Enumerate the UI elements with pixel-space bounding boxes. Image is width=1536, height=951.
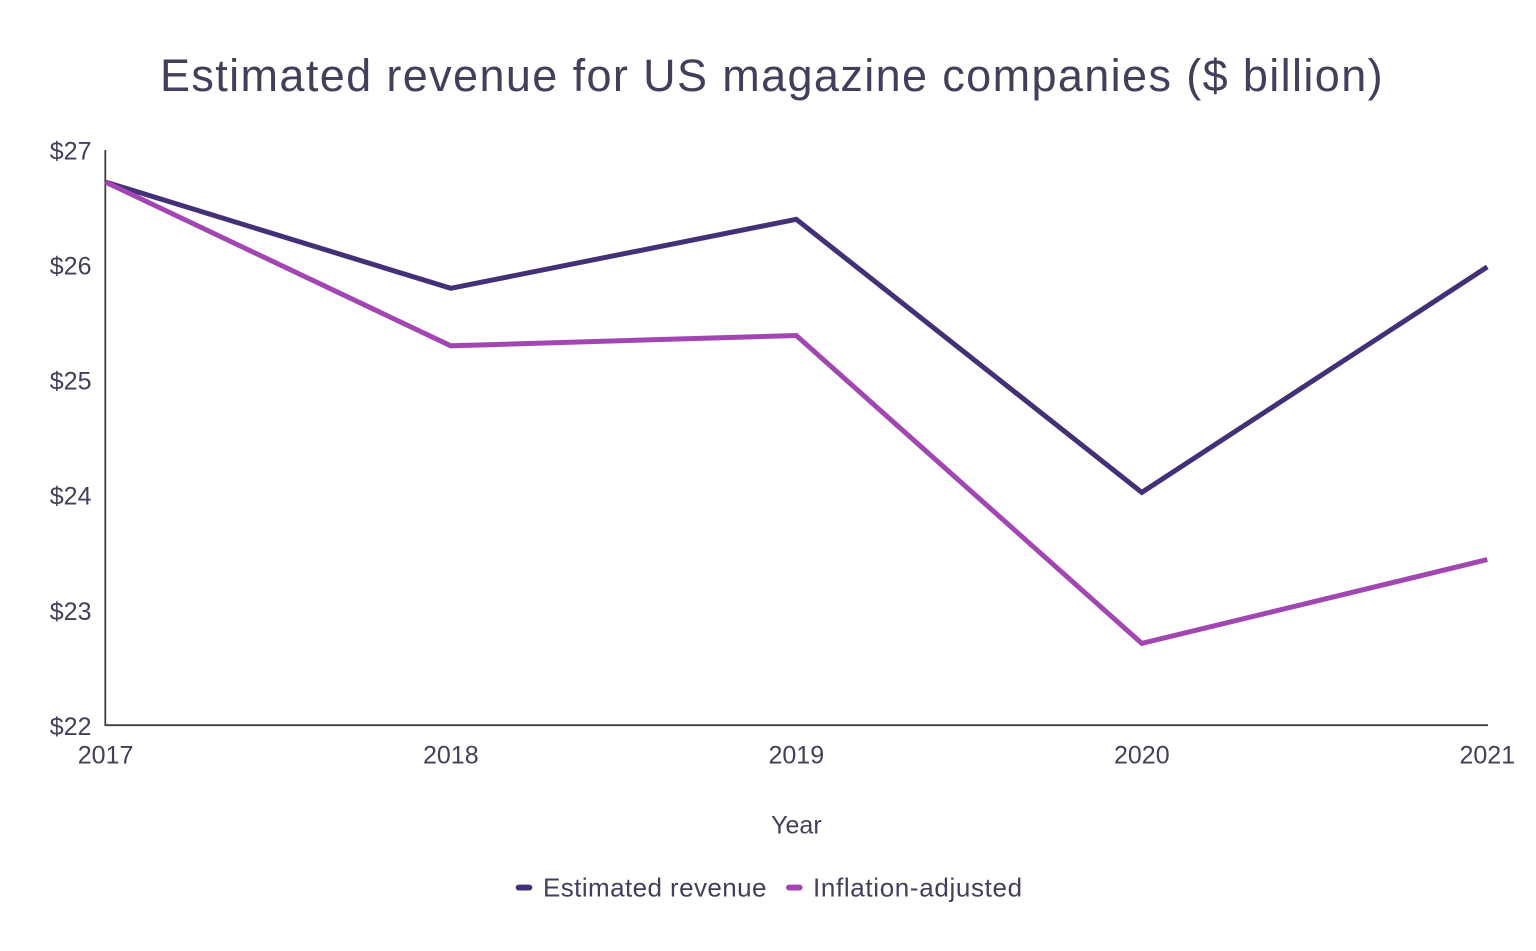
svg-text:2018: 2018 [423, 742, 479, 770]
svg-text:2020: 2020 [1114, 742, 1170, 770]
svg-text:$22: $22 [50, 713, 92, 741]
svg-text:Estimated revenue: Estimated revenue [543, 873, 767, 903]
svg-text:2021: 2021 [1459, 742, 1515, 770]
svg-text:$23: $23 [50, 598, 92, 626]
svg-text:2017: 2017 [78, 742, 134, 770]
svg-text:$25: $25 [50, 368, 92, 396]
svg-text:2019: 2019 [768, 742, 824, 770]
svg-text:$26: $26 [50, 253, 92, 281]
svg-text:Year: Year [771, 812, 822, 840]
svg-text:$24: $24 [50, 483, 92, 511]
svg-text:$27: $27 [50, 137, 92, 165]
svg-text:Inflation-adjusted: Inflation-adjusted [813, 873, 1023, 903]
svg-text:Estimated revenue for US magaz: Estimated revenue for US magazine compan… [160, 50, 1384, 101]
